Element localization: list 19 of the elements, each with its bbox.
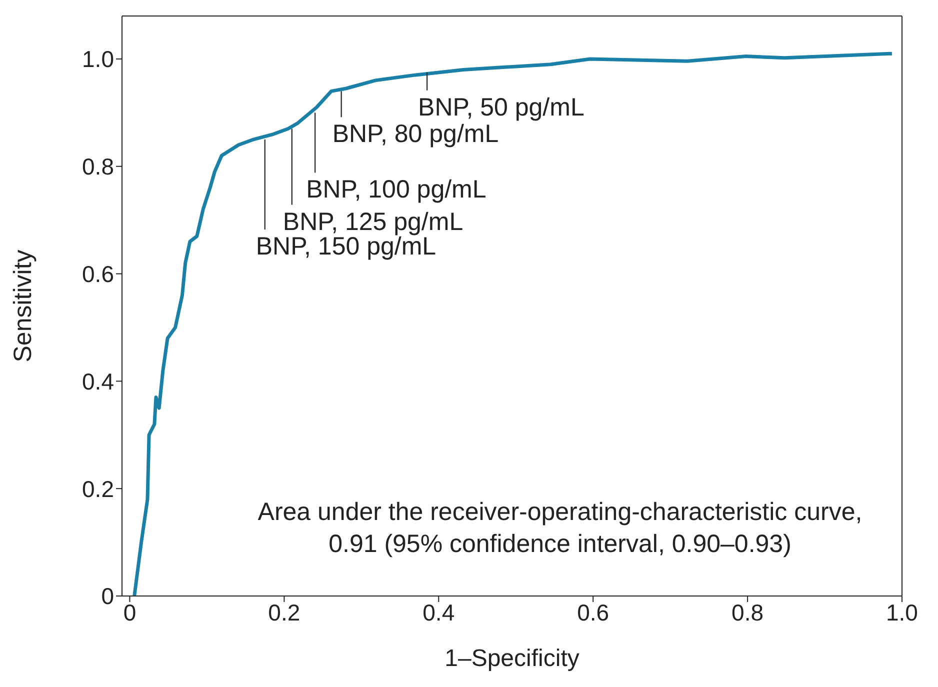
y-tick-label: 0.8 [82, 154, 114, 180]
x-tick-label: 0 [123, 599, 136, 626]
x-axis-title: 1–Specificity [444, 645, 580, 672]
y-tick-label: 0.2 [82, 476, 114, 502]
x-tick-label: 0.4 [422, 599, 455, 626]
y-tick-label: 0.6 [82, 260, 114, 287]
annotation: BNP, 100 pg/mL [306, 176, 486, 204]
y-axis-title: Sensitivity [8, 249, 37, 362]
annotation: BNP, 50 pg/mL [418, 93, 584, 122]
line-series [132, 52, 894, 596]
annotation: Area under the receiver-operating-characteristic curve, 0.91 (95% confidence interval, 0.90–0.93) [256, 497, 864, 560]
y-tick-label: 0 [101, 583, 114, 610]
y-tick-label: 1.0 [82, 46, 114, 72]
x-tick-label: 1.0 [886, 599, 918, 626]
y-tick-label: 0.4 [82, 368, 114, 394]
x-tick-label: 0.8 [732, 599, 764, 626]
x-tick-label: 0.2 [268, 599, 300, 626]
x-tick-label: 0.6 [577, 599, 610, 626]
annotation: BNP, 80 pg/mL [332, 120, 499, 148]
